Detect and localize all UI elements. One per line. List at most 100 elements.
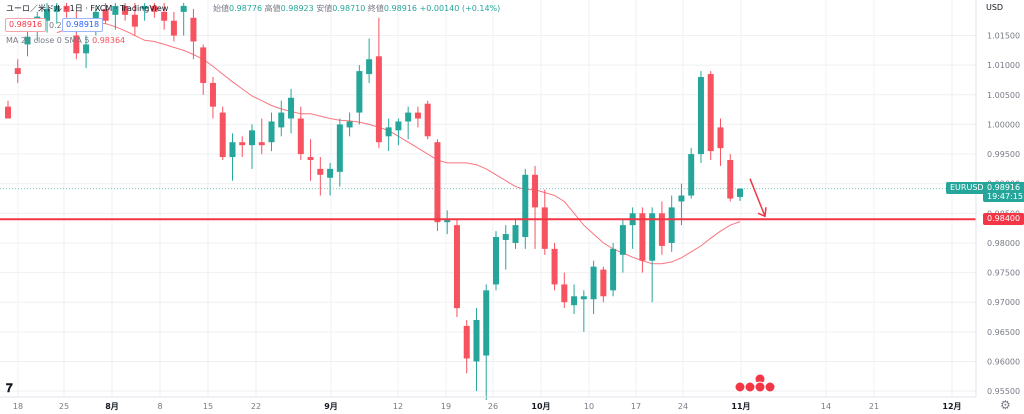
close-label: 終値	[367, 4, 384, 13]
candle-body	[395, 121, 402, 131]
arrow-shaft	[749, 178, 766, 217]
candle-body	[668, 207, 675, 243]
symbol-tag: EURUSD	[946, 182, 988, 194]
candle-body	[161, 11, 168, 21]
candle-body	[610, 248, 617, 291]
candle-body	[375, 56, 382, 143]
candle-body	[619, 225, 626, 255]
candle-body	[414, 112, 421, 119]
price-tick-label: 0.98000	[987, 239, 1020, 248]
countdown-value: 19:47:15	[987, 192, 1023, 201]
candle-body	[151, 5, 158, 12]
candle-body	[385, 127, 392, 137]
candle-body	[551, 248, 558, 285]
candle-body	[44, 8, 51, 21]
candle-body	[73, 35, 80, 54]
candle-body	[200, 47, 207, 83]
candle-body	[278, 112, 285, 128]
candle-body	[483, 290, 490, 356]
time-tick-label: 14	[821, 402, 831, 411]
price-tick-label: 0.97500	[987, 269, 1020, 278]
candle-body	[639, 213, 646, 261]
candle-body	[453, 225, 460, 309]
candle-body	[268, 121, 275, 143]
event-flags-icon[interactable]	[733, 373, 777, 393]
candle-body	[717, 127, 724, 149]
ma-legend[interactable]: MA 20 close 0 SMA 5 0.98364	[6, 36, 125, 45]
candle-body	[297, 118, 304, 155]
close-value: 0.98916	[383, 4, 418, 13]
candle-body	[141, 5, 148, 9]
price-tick-label: 0.97000	[987, 298, 1020, 307]
candle-body	[63, 5, 70, 12]
ask-value: 0.98918	[66, 20, 100, 29]
candle-body	[288, 97, 295, 119]
candle-body	[229, 142, 236, 158]
candle-body	[53, 5, 60, 12]
low-value: 0.98710	[332, 4, 366, 13]
candles-layer	[5, 2, 743, 400]
candle-body	[180, 5, 187, 12]
tradingview-logo-icon[interactable]: 𝟕	[6, 381, 13, 395]
grid-lines	[0, 0, 976, 397]
candle-body	[327, 168, 334, 178]
candle-body	[541, 207, 548, 249]
time-tick-label: 10	[584, 402, 594, 411]
candle-body	[434, 142, 441, 223]
candle-body	[463, 325, 470, 359]
candle-body	[249, 130, 255, 146]
candle-body	[600, 269, 607, 297]
time-tick-label: 11月	[731, 402, 750, 411]
candle-body	[502, 234, 509, 240]
last-price-value: 0.98916	[987, 183, 1021, 192]
symbol-title[interactable]: ユーロ／米ドル · 1日 · FXCM · TradingView	[6, 3, 168, 14]
candle-body	[112, 5, 119, 15]
candle-body	[190, 17, 197, 42]
candle-body	[658, 213, 665, 246]
price-tick-label: 1.00000	[987, 120, 1020, 129]
candle-body	[258, 142, 265, 146]
currency-label[interactable]: USD	[986, 3, 1004, 12]
candle-body	[678, 195, 685, 202]
candle-body	[571, 296, 578, 306]
candle-body	[649, 213, 656, 261]
gear-icon[interactable]: ⚙	[1000, 398, 1011, 412]
candle-body	[14, 68, 21, 75]
change-value: +0.00140 (+0.14%)	[419, 4, 501, 13]
price-tick-label: 0.99500	[987, 150, 1020, 159]
candle-body	[356, 71, 363, 113]
candle-body	[122, 5, 129, 15]
candle-body	[522, 174, 529, 238]
candle-body	[727, 159, 734, 199]
time-tick-label: 22	[251, 402, 261, 411]
price-tick-label: 1.01500	[987, 32, 1020, 41]
drawn-arrow	[749, 178, 767, 218]
time-tick-label: 19	[441, 402, 451, 411]
candle-body	[737, 188, 743, 197]
last-price-tag: 0.98916 19:47:15	[983, 182, 1024, 202]
spread-value: 0.2	[49, 21, 62, 30]
high-value: 0.98923	[280, 4, 314, 13]
candle-body	[473, 319, 480, 362]
ask-button[interactable]: 0.98918	[62, 18, 104, 32]
arrow-head	[757, 207, 767, 218]
bid-value: 0.98916	[9, 20, 43, 29]
time-tick-label: 12月	[942, 402, 961, 411]
candle-body	[512, 225, 519, 243]
time-tick-label: 10月	[531, 402, 550, 411]
ohlc-readout: 始値0.98776 高値0.98923 安値0.98710 終値0.98916 …	[213, 3, 500, 14]
bid-button[interactable]: 0.98916	[5, 18, 47, 32]
open-label: 始値	[213, 4, 229, 13]
candle-body	[532, 174, 539, 208]
candle-body	[424, 103, 431, 137]
ma-label: MA 20 close 0 SMA 5	[6, 36, 90, 45]
time-tick-label: 24	[678, 402, 688, 411]
candle-body	[307, 157, 314, 160]
time-tick-label: 8月	[105, 402, 119, 411]
symbol-title-text: ユーロ／米ドル · 1日 · FXCM · TradingView	[6, 4, 169, 13]
candle-body	[688, 154, 695, 196]
candle-body	[707, 74, 714, 152]
time-tick-label: 25	[59, 402, 69, 411]
